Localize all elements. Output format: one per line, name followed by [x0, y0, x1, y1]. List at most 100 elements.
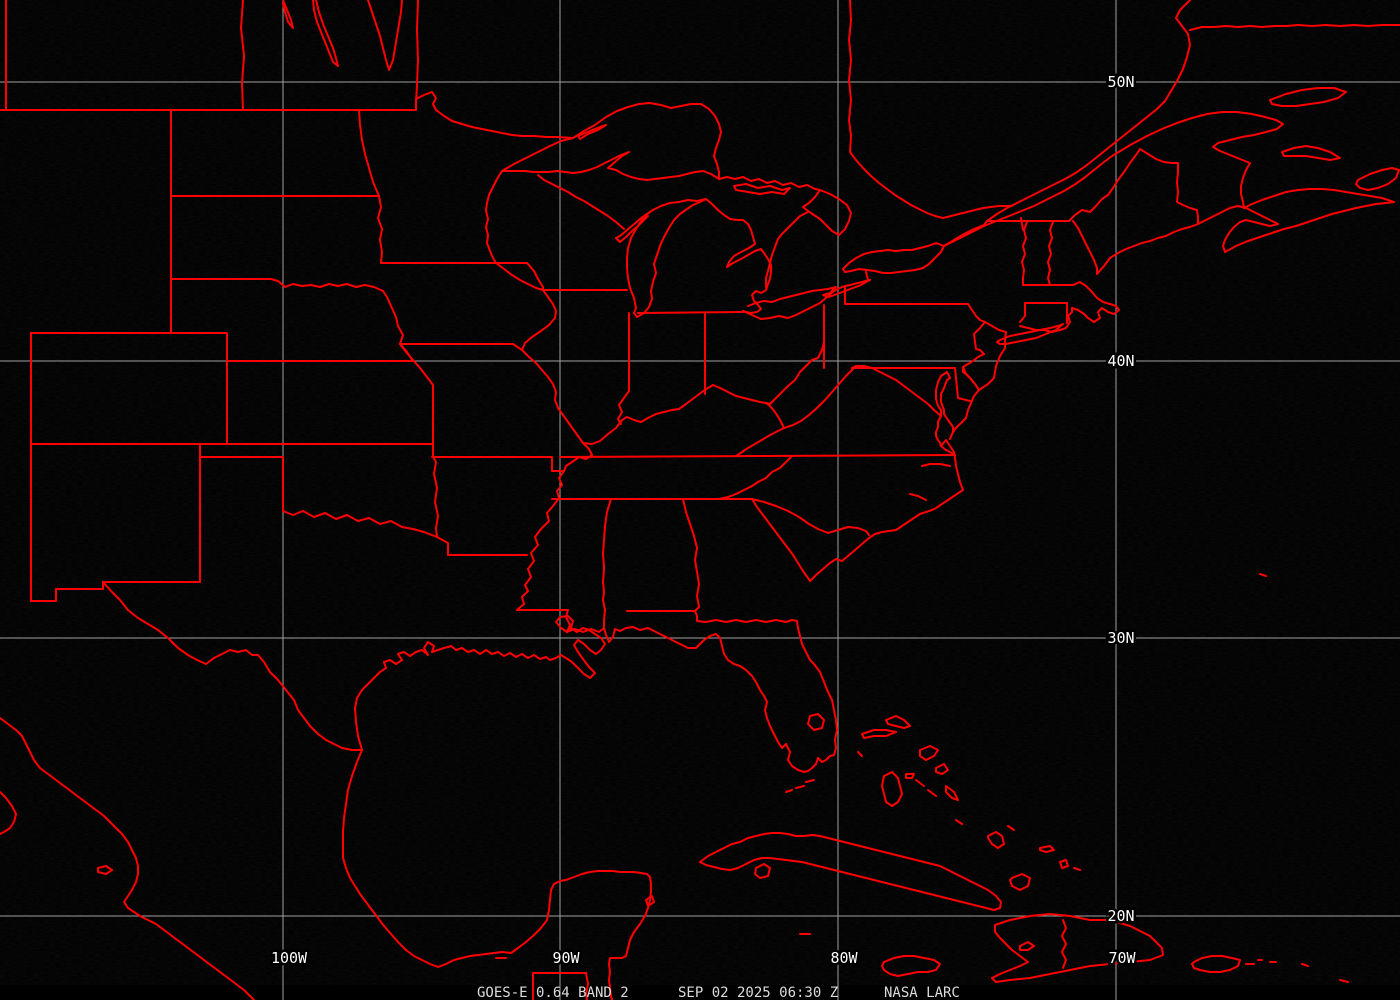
outline-lake-erie-south-shore — [742, 279, 871, 320]
outline-mn-sd-border — [377, 195, 383, 264]
outline-mid-mississippi — [521, 349, 584, 444]
outline-st-lawrence-north-shore-east — [1189, 24, 1400, 31]
outline-bay-of-fundy-shore — [1222, 219, 1279, 253]
outline-mx-guatemala-border — [532, 972, 587, 1000]
outline-chesapeake-delmarva — [935, 366, 980, 456]
outline-florida-keys-1 — [805, 779, 815, 783]
grid-label-100w: 100W — [271, 949, 308, 967]
outline-ny-pa-border — [844, 287, 969, 305]
outline-jamaica — [881, 955, 941, 977]
outline-gaspe-peninsula — [1116, 111, 1284, 164]
outline-mexico-pacific-coast — [0, 717, 255, 1000]
outline-mo-south-border — [431, 456, 565, 472]
outline-ct-ri-coast — [1019, 307, 1073, 333]
outline-lake-erie-north-shore — [747, 279, 871, 307]
outline-sk-mb-border — [240, 0, 245, 111]
outline-upper-mississippi — [521, 262, 557, 351]
outline-virgin-islands-2 — [1301, 963, 1309, 967]
outline-mn-wi-border — [485, 170, 544, 291]
outline-andros — [881, 771, 903, 807]
grid-label-30n: 30N — [1107, 629, 1134, 647]
outline-baja-california-tip — [0, 791, 17, 835]
outline-exuma-1 — [915, 779, 925, 787]
outline-albemarle-sound — [921, 463, 951, 467]
outline-ohio-river — [582, 341, 825, 445]
outline-great-inagua — [1009, 873, 1031, 891]
outline-grand-bahama — [861, 729, 897, 739]
outline-ny-vt-border — [1021, 221, 1028, 286]
outline-sc-ga-border — [751, 498, 811, 582]
grid-label-20n: 20N — [1107, 907, 1134, 925]
outline-lake-ontario — [842, 242, 945, 274]
outline-lake-okeechobee — [807, 713, 825, 731]
outline-louisiana-coast-delta — [450, 627, 606, 679]
outline-lower-mississippi — [516, 497, 560, 611]
outline-crooked-acklins — [987, 831, 1005, 849]
outline-mo-ks-border — [399, 343, 434, 458]
outline-anticosti-island — [1269, 87, 1347, 107]
outline-wi-mi-border — [537, 174, 625, 230]
outline-wv-va-border — [783, 368, 854, 429]
outline-me-qc-nb-border — [1068, 148, 1199, 225]
outline-sd-ne-border — [170, 278, 384, 292]
outline-ny-delaware-river — [967, 303, 986, 323]
outline-cozumel-island — [645, 895, 655, 907]
outline-turks-caicos-2 — [1073, 867, 1081, 871]
outline-bermuda — [1259, 573, 1267, 577]
outline-lake-champlain — [1020, 217, 1024, 231]
outline-florida-keys-2 — [795, 785, 805, 789]
outline-mayaguana — [1039, 845, 1055, 853]
outline-georgian-bay — [802, 189, 852, 236]
outline-exuma-2 — [927, 789, 937, 797]
outline-ms-al-border — [602, 498, 612, 629]
outline-nm-south-border — [30, 581, 104, 602]
outline-eleuthera — [919, 745, 939, 761]
outline-nc-tn-border — [718, 455, 793, 500]
outline-abaco — [885, 715, 911, 729]
outline-fl-north-border — [626, 610, 798, 623]
outline-green-bay — [615, 213, 649, 243]
outline-de-md-border — [954, 367, 971, 402]
outline-ar-tx-corner — [436, 536, 449, 556]
outline-mi-south-line — [637, 311, 744, 314]
outline-ragged-island — [955, 819, 963, 825]
outline-lake-michigan — [626, 198, 707, 318]
outline-florida-coast — [632, 620, 838, 773]
outline-pamlico-sound — [909, 493, 927, 501]
outline-st-lawrence-south-shore — [943, 152, 1118, 247]
outline-rio-grande — [102, 581, 363, 751]
outline-puerto-rico — [1191, 955, 1241, 973]
grid-label-90w: 90W — [552, 949, 580, 967]
outline-new-brunswick-gulf-coast — [1240, 162, 1251, 209]
outline-nc-coast-outer-banks — [895, 439, 964, 531]
outline-il-in-border — [617, 312, 630, 425]
outline-turks-caicos-1 — [1059, 859, 1069, 869]
outline-hispaniola — [991, 913, 1164, 983]
outline-ottawa-river-on-qc-border — [848, 0, 1013, 219]
outline-cuba — [699, 832, 1002, 911]
outline-st-clair-detroit-river — [742, 289, 767, 314]
outline-red-river-nd-mn — [358, 109, 380, 197]
outline-prince-edward-island — [1281, 145, 1341, 161]
outline-leeward-island — [1339, 979, 1349, 983]
caption-product: GOES-E 0.64 BAND 2 — [477, 985, 629, 1000]
grid-label-50n: 50N — [1107, 73, 1134, 91]
outline-al-ga-border — [682, 498, 700, 612]
outline-haiti-dr-border — [1061, 919, 1067, 969]
outline-ia-mo-border — [399, 343, 523, 351]
outline-lake-manitoba — [312, 0, 339, 67]
outline-nh-me-border — [1072, 220, 1098, 275]
outline-mb-on-border — [415, 0, 419, 104]
outline-red-river-tx-ok — [282, 510, 438, 538]
outline-mo-bootheel-river — [556, 442, 593, 499]
outline-huron-ontario-shore — [765, 211, 809, 288]
outline-gonave-island — [1019, 941, 1035, 951]
outline-belize-guatemala-border — [585, 972, 589, 1000]
grid-label-40n: 40N — [1107, 352, 1134, 370]
outline-manitoulin-island — [733, 183, 791, 195]
outline-lake-winnipeg — [367, 0, 403, 71]
outline-florida-keys-3 — [785, 789, 793, 793]
outline-texas-coast — [354, 641, 452, 751]
outline-big-sandy-river — [765, 402, 785, 429]
